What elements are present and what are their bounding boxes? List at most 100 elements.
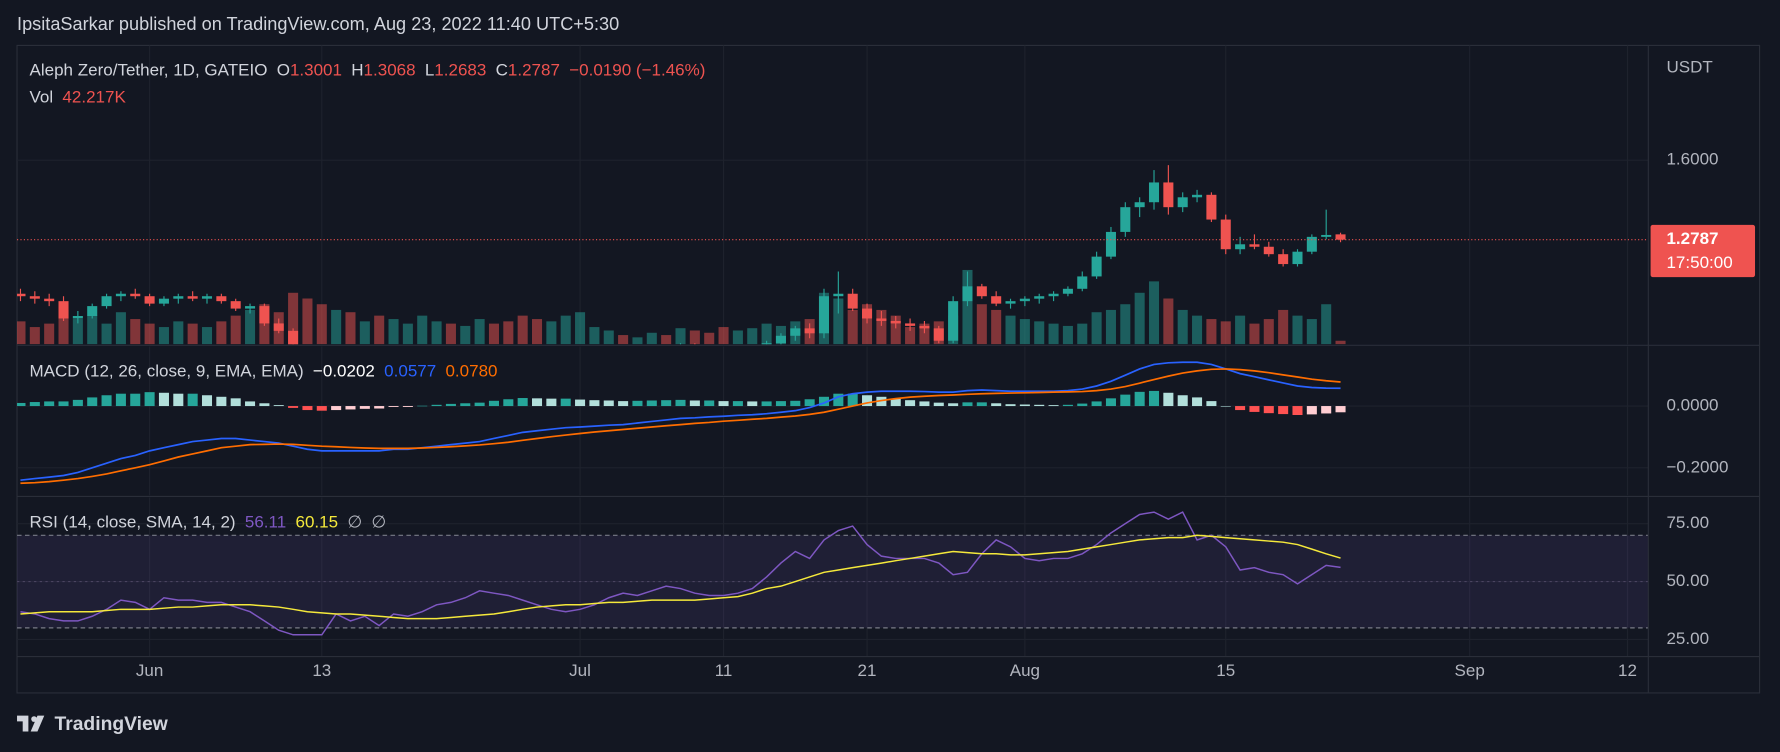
x-tick-label: Jul — [569, 661, 591, 680]
macd-histogram-bar — [1091, 401, 1102, 407]
volume-value: 42.217K — [62, 87, 126, 106]
rsi-value: 56.11 — [245, 512, 286, 531]
candle-body — [87, 306, 98, 316]
volume-bar — [245, 309, 256, 345]
price-pane — [17, 165, 1649, 345]
macd-histogram-bar — [747, 401, 758, 407]
macd-histogram-bar — [517, 398, 528, 407]
volume-bar — [1148, 281, 1160, 345]
rsi-ma-value: 60.15 — [295, 512, 338, 531]
candle-body — [158, 298, 169, 304]
volume-bar — [1235, 315, 1246, 345]
macd-histogram-bar — [87, 397, 98, 407]
candle-body — [991, 296, 1002, 304]
macd-histogram-bar — [1077, 403, 1088, 407]
macd-histogram-bar — [359, 406, 370, 409]
low-label: L — [425, 60, 434, 79]
macd-histogram-bar — [331, 406, 342, 411]
macd-histogram-bar — [388, 406, 399, 407]
candle-body — [230, 301, 241, 309]
candle-body — [1335, 234, 1346, 240]
x-tick-label: Jun — [136, 661, 163, 680]
candle-body — [804, 328, 815, 334]
volume-bar — [661, 335, 672, 345]
macd-histogram-bar — [201, 395, 213, 407]
y-tick-label: 25.00 — [1666, 629, 1709, 648]
volume-bar — [704, 332, 715, 345]
volume-bar — [575, 312, 586, 345]
macd-histogram-bar — [345, 406, 356, 410]
candle-body — [1034, 296, 1045, 299]
macd-histogram-bar — [488, 400, 499, 407]
candle-body — [29, 296, 40, 299]
candle-body — [216, 296, 227, 302]
macd-histogram-bar — [445, 403, 456, 407]
volume-bar — [1034, 321, 1045, 345]
volume-bar — [1306, 319, 1317, 345]
volume-bar — [1278, 309, 1289, 345]
macd-histogram-bar — [1048, 405, 1059, 407]
volume-bar — [732, 330, 743, 345]
candle-body — [1220, 219, 1231, 250]
macd-histogram-bar — [560, 398, 571, 407]
tradingview-logo: TradingView — [17, 714, 169, 735]
candle-body — [862, 308, 873, 319]
volume-legend: Vol 42.217K — [30, 87, 127, 106]
volume-bar — [833, 298, 844, 345]
candle-body — [58, 301, 69, 319]
candle-body — [1163, 182, 1174, 208]
candle-body — [245, 306, 256, 309]
macd-histogram-bar — [173, 393, 184, 407]
volume-name: Vol — [30, 87, 54, 106]
volume-bar — [1019, 319, 1030, 345]
macd-histogram-bar — [575, 399, 586, 407]
last-price-box — [1650, 224, 1756, 278]
macd-histogram-bar — [431, 404, 442, 407]
macd-histogram-bar — [1206, 401, 1217, 407]
open-label: O — [277, 60, 290, 79]
macd-histogram-bar — [661, 400, 672, 407]
x-tick-label: Aug — [1010, 661, 1040, 680]
volume-bar — [288, 292, 299, 345]
macd-histogram-bar — [503, 399, 514, 407]
candle-body — [115, 293, 126, 297]
volume-bar — [847, 309, 858, 345]
candle-body — [1192, 194, 1203, 198]
volume-bar — [1062, 325, 1073, 345]
x-tick-label: 11 — [715, 661, 733, 680]
macd-histogram-bar — [58, 401, 69, 407]
macd-histogram-bar — [1292, 406, 1303, 416]
symbol: Aleph Zero/Tether, 1D, GATEIO — [30, 60, 268, 79]
macd-histogram-bar — [187, 393, 198, 407]
macd-histogram-bar — [919, 401, 930, 407]
macd-histogram-bar — [230, 398, 241, 407]
y-tick-label: −0.2000 — [1666, 457, 1728, 476]
macd-histogram-bar — [259, 403, 270, 407]
high-label: H — [351, 60, 363, 79]
volume-bar — [1263, 319, 1274, 345]
candle-body — [905, 323, 916, 326]
macd-histogram-bar — [158, 392, 169, 407]
high-value: 1.3068 — [364, 60, 416, 79]
candle-body — [173, 296, 184, 299]
macd-histogram-bar — [991, 403, 1002, 407]
macd-histogram-bar — [101, 395, 112, 407]
volume-bar — [632, 337, 643, 345]
macd-histogram-bar — [245, 401, 256, 407]
volume-bar — [44, 323, 55, 345]
macd-histogram-bar — [1134, 391, 1145, 407]
candle-body — [933, 328, 944, 341]
volume-bar — [1005, 315, 1016, 345]
candle-body — [919, 325, 930, 329]
rsi-title: RSI (14, close, SMA, 14, 2) — [30, 512, 236, 531]
volume-bar — [531, 319, 543, 345]
macd-value: 0.0577 — [384, 361, 436, 380]
price-legend: Aleph Zero/Tether, 1D, GATEIO O1.3001 H1… — [30, 60, 706, 79]
candle-body — [876, 318, 887, 321]
volume-bar — [460, 325, 471, 345]
macd-hist-value: −0.0202 — [313, 361, 375, 380]
volume-bar — [1105, 309, 1116, 345]
candle-body — [962, 286, 973, 302]
macd-histogram-bar — [1335, 406, 1346, 413]
